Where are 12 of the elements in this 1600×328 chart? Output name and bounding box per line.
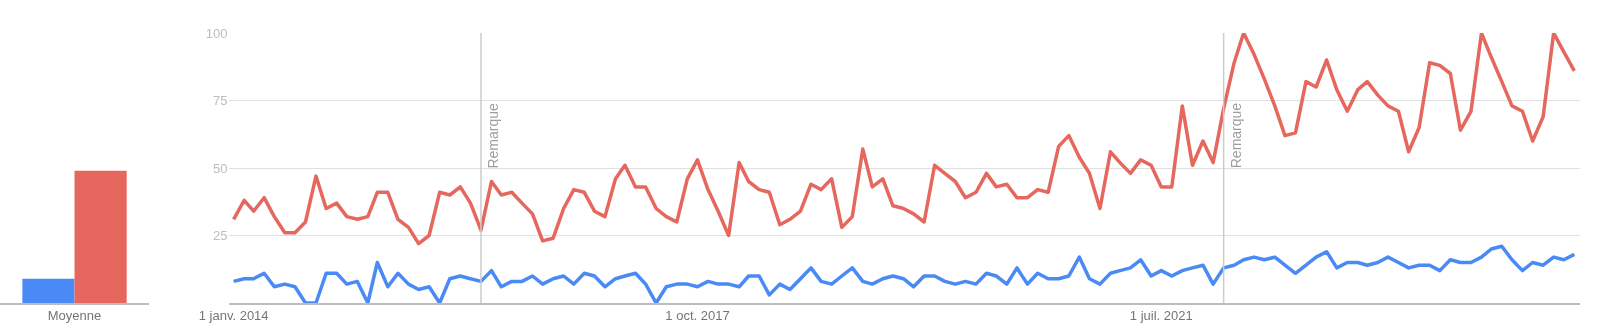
line-series xyxy=(231,244,1577,303)
x-tick-label: 1 janv. 2014 xyxy=(198,308,269,324)
ref-line-label: Remarque xyxy=(1228,102,1245,169)
line-series xyxy=(231,33,1577,246)
y-tick-label: 50 xyxy=(213,160,228,176)
y-tick-label: 100 xyxy=(205,25,228,41)
x-tick-label: 1 juil. 2021 xyxy=(1129,308,1193,324)
y-tick-label: 75 xyxy=(213,93,228,109)
x-tick-label: Moyenne xyxy=(47,308,102,324)
x-tick-label: 1 oct. 2017 xyxy=(665,308,730,324)
ref-line-label: Remarque xyxy=(485,102,502,169)
y-tick-label: 25 xyxy=(213,228,228,244)
